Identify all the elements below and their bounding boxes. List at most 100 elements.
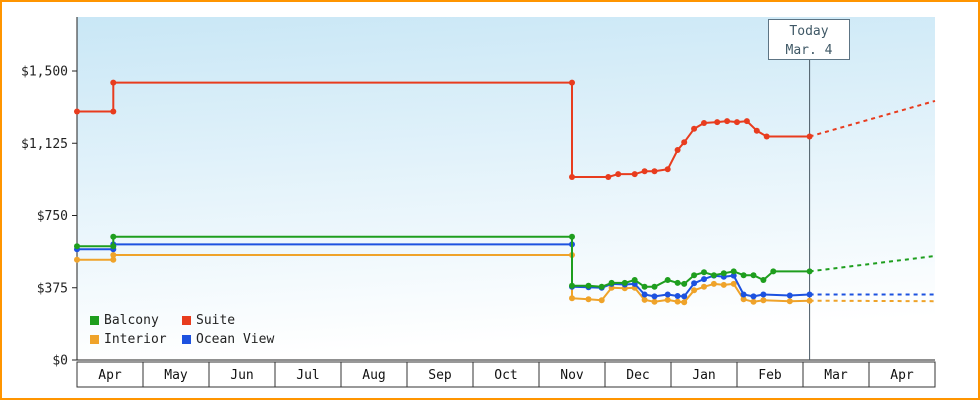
data-point-interior [598,297,605,304]
data-point-interior [664,296,671,303]
data-point-balcony [641,283,648,290]
data-point-ocean-view [641,291,648,298]
data-point-balcony [631,277,638,283]
data-point-balcony [701,269,707,276]
data-point-interior [569,295,575,302]
series-projection-balcony [809,255,936,273]
data-point-interior [641,296,648,303]
data-point-ocean-view [681,293,688,300]
month-label: Jan [692,368,715,383]
data-point-interior [110,256,117,263]
today-marker-box: Today Mar. 4 [768,19,850,60]
series-line-suite [77,81,810,178]
legend-item-balcony[interactable]: Balcony [90,313,170,328]
data-point-suite [743,118,750,125]
legend: Balcony Suite Interior Ocean View [90,313,274,347]
legend-item-ocean-view[interactable]: Ocean View [182,332,274,347]
data-point-suite [74,108,80,115]
data-point-balcony [585,282,592,289]
data-point-suite [641,168,648,175]
month-label: Apr [98,368,122,383]
data-point-balcony [730,268,737,275]
data-point-balcony [710,272,717,279]
month-label: May [164,368,188,383]
data-point-balcony [598,283,605,290]
legend-label-balcony: Balcony [104,313,159,328]
data-point-suite [714,119,721,126]
data-point-interior [674,298,681,305]
data-point-suite [681,139,688,146]
data-point-balcony [691,272,698,279]
month-label: Dec [626,368,649,383]
data-point-suite [674,147,681,153]
data-point-ocean-view [740,291,747,298]
data-point-balcony [651,283,658,290]
data-point-suite [701,120,707,126]
plot-background [77,17,935,360]
data-point-balcony [74,243,80,250]
y-axis-tick-label: $1,125 [21,137,68,152]
data-point-balcony [621,279,628,286]
data-point-suite [569,79,575,86]
data-point-interior [110,252,117,258]
data-point-ocean-view [730,272,737,279]
data-point-ocean-view [806,291,813,298]
data-point-suite [631,171,638,178]
data-point-ocean-view [786,292,793,299]
month-label: Feb [758,368,782,383]
data-point-balcony [740,272,747,279]
data-point-balcony [569,233,575,240]
data-point-suite [664,166,671,173]
month-label: Apr [890,368,914,383]
data-point-balcony [760,277,767,283]
data-point-balcony [608,279,615,286]
suite-swatch-icon [182,316,191,325]
data-point-ocean-view [674,293,681,299]
month-cell [274,361,342,388]
month-cell [736,361,804,388]
data-point-interior [691,287,698,294]
legend-item-suite[interactable]: Suite [182,313,274,328]
today-label: Today [789,24,829,39]
data-point-balcony [110,243,117,250]
month-label: Sep [428,368,452,383]
data-point-suite [651,168,658,175]
month-cell [406,361,474,388]
y-axis-tick-label: $1,500 [21,65,68,80]
data-point-interior [786,298,793,305]
month-cell [604,361,672,388]
ocean-view-swatch-icon [182,335,191,344]
data-point-interior [750,298,757,305]
data-point-interior [740,296,747,303]
balcony-swatch-icon [90,316,99,325]
data-point-ocean-view [664,291,671,298]
data-point-ocean-view [701,276,707,283]
month-cell [670,361,738,388]
data-point-interior [681,299,688,306]
month-label: Aug [362,368,385,383]
month-cell [472,361,540,388]
data-point-balcony [664,277,671,283]
legend-item-interior[interactable]: Interior [90,332,170,347]
month-cell [538,361,606,388]
data-point-balcony [674,279,681,286]
month-cell [142,361,210,388]
data-point-ocean-view [691,280,698,287]
data-point-interior [651,298,658,305]
month-cell [802,361,870,388]
month-label: Mar [824,368,848,383]
legend-label-suite: Suite [196,313,236,328]
data-point-interior [710,280,717,287]
interior-swatch-icon [90,335,99,344]
month-label: Jul [296,368,319,383]
data-point-balcony [720,270,727,277]
data-point-interior [585,296,592,303]
data-point-suite [691,125,698,132]
month-cell [868,361,936,388]
data-point-interior [720,281,727,288]
data-point-balcony [681,280,688,287]
data-point-suite [763,133,770,140]
data-point-interior [760,297,767,304]
